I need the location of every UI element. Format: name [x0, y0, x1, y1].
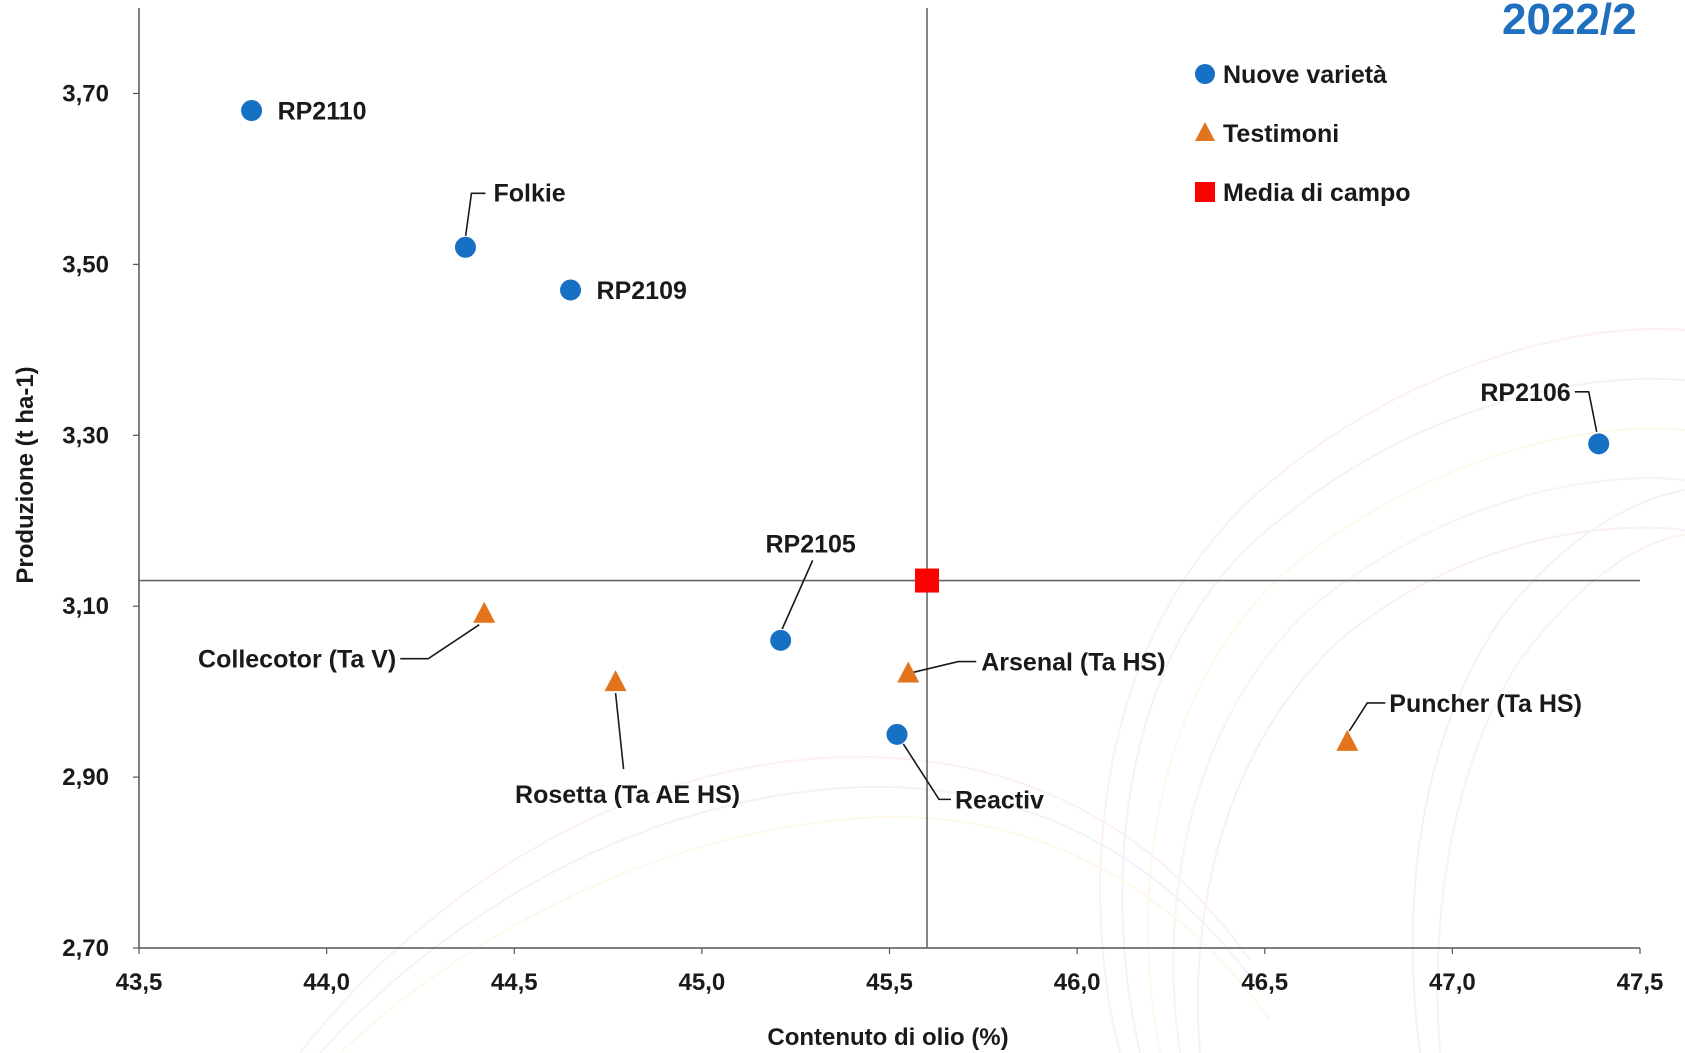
x-tick-label: 44,0: [303, 969, 350, 996]
legend-circle-marker: [1195, 64, 1215, 84]
legend-square-marker: [1195, 182, 1215, 202]
triangle-marker: [473, 601, 496, 623]
triangle-marker: [897, 661, 920, 683]
y-tick-label: 3,30: [62, 422, 109, 449]
legend-triangle-marker: [1195, 122, 1215, 141]
x-tick-label: 46,5: [1241, 969, 1288, 996]
label-leader-line: [1574, 391, 1598, 432]
y-axis-title: Produzione (t ha-1): [12, 366, 39, 583]
point-label: RP2106: [1480, 379, 1570, 407]
leader-lines: [400, 192, 1598, 801]
label-leader-line: [464, 192, 486, 238]
point-label: RP2110: [278, 98, 367, 126]
point-label: Rosetta (Ta AE HS): [515, 781, 740, 809]
x-tick-label: 44,5: [491, 969, 538, 996]
x-tick-label: 45,5: [866, 969, 913, 996]
legend: Nuove varietà Testimoni Media di campo: [1195, 61, 1411, 207]
x-axis-title: Contenuto di olio (%): [767, 1024, 1008, 1051]
y-tick-label: 3,50: [62, 251, 109, 278]
legend-label: Nuove varietà: [1223, 61, 1387, 89]
reference-lines: [139, 8, 1640, 948]
point-label: RP2105: [765, 530, 855, 558]
point-label: RP2109: [597, 277, 687, 305]
x-tick-label: 47,0: [1429, 969, 1476, 996]
circle-marker: [885, 722, 909, 746]
corner-title: 2022/2: [1502, 0, 1637, 44]
x-tick-label: 45,0: [679, 969, 726, 996]
label-leader-line: [1348, 702, 1386, 732]
point-label: Collecotor (Ta V): [198, 646, 396, 674]
point-label: Folkie: [493, 179, 565, 207]
x-tick-label: 43,5: [116, 969, 163, 996]
square-marker: [915, 568, 940, 593]
tick-labels: 43,5 44,0 44,5 45,0 45,5 46,0 46,5 47,0 47,5 2,70…: [62, 80, 1663, 996]
point-labels: RP2110 Folkie RP2109 RP2106 RP2105 Reactiv Col…: [198, 98, 1582, 815]
x-tick-label: 47,5: [1617, 969, 1664, 996]
y-tick-label: 3,70: [62, 80, 109, 107]
label-leader-line: [900, 739, 952, 801]
circle-marker: [240, 99, 264, 123]
x-tick-label: 46,0: [1054, 969, 1101, 996]
axes: [133, 8, 1641, 954]
circle-marker: [453, 235, 477, 259]
y-tick-label: 2,70: [62, 935, 109, 962]
point-label: Reactiv: [955, 786, 1044, 814]
y-tick-label: 3,10: [62, 593, 109, 620]
legend-label: Testimoni: [1223, 120, 1339, 148]
legend-label: Media di campo: [1223, 179, 1411, 207]
label-leader-line: [779, 560, 814, 633]
label-leader-line: [912, 660, 977, 674]
point-label: Puncher (Ta HS): [1389, 690, 1582, 718]
point-label: Arsenal (Ta HS): [981, 649, 1165, 677]
circle-marker: [559, 278, 583, 302]
background-decoration: [299, 327, 1685, 1053]
label-leader-line: [400, 624, 480, 660]
triangle-marker: [604, 670, 627, 692]
circle-marker: [1587, 432, 1611, 456]
circle-marker: [769, 628, 793, 652]
label-leader-line: [614, 693, 625, 770]
triangle-marker: [1336, 729, 1359, 751]
y-tick-label: 2,90: [62, 764, 109, 791]
data-points: [240, 99, 1611, 751]
